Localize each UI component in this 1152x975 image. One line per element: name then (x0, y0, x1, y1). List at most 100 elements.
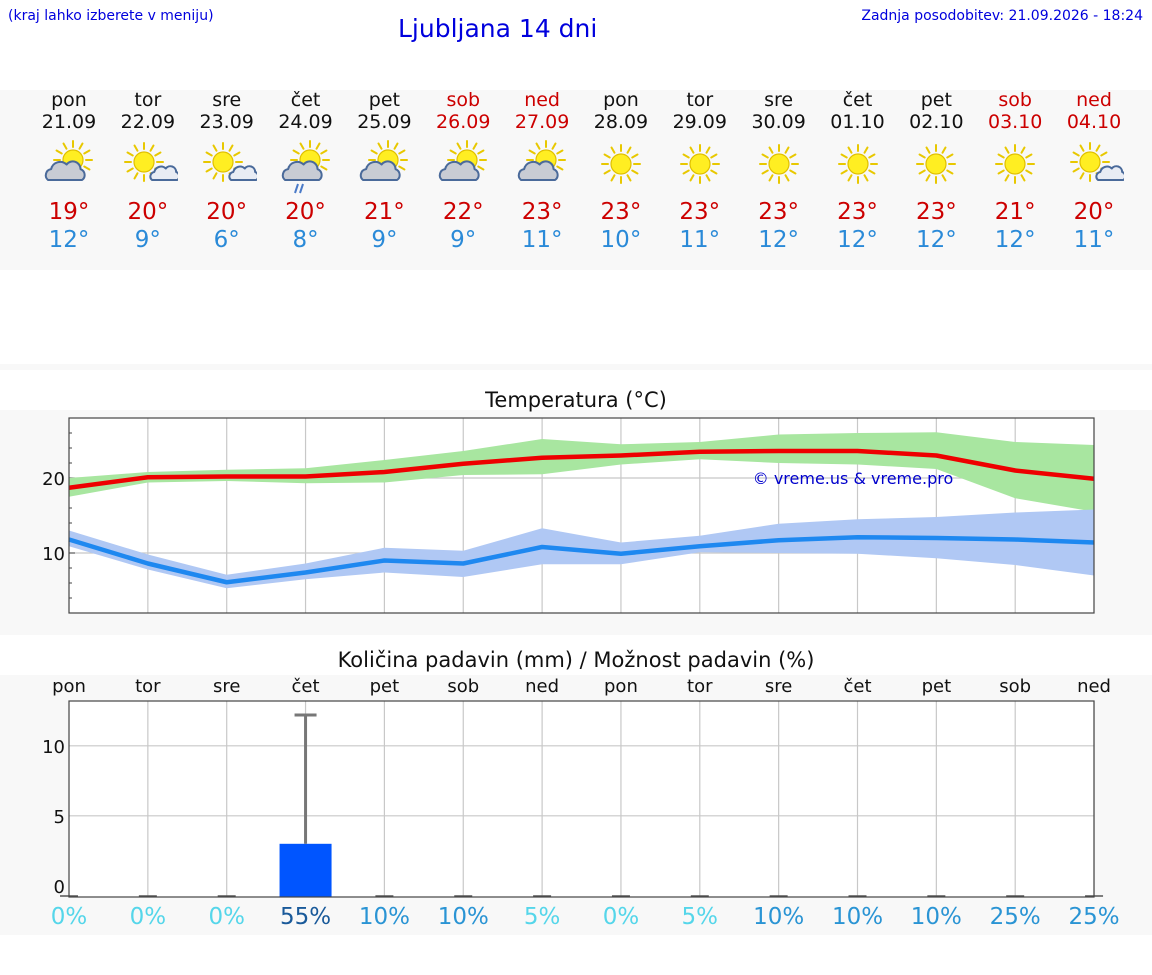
day-date: 01.10 (830, 111, 885, 133)
precip-day-label: pet (921, 676, 952, 697)
day-date: 30.09 (751, 111, 806, 133)
forecast-panel (0, 90, 1152, 270)
day-date: 26.09 (436, 111, 491, 133)
day-name: sre (212, 89, 242, 111)
precip-probability: 10% (831, 904, 884, 930)
min-temp: 12° (837, 227, 878, 253)
day-name: ned (524, 89, 560, 111)
sun-small-cloud-icon (123, 142, 178, 182)
max-temp: 23° (837, 199, 878, 225)
sun-icon (837, 144, 878, 184)
partly-cloudy-icon (517, 140, 567, 181)
precip-day-label: pon (52, 676, 86, 697)
max-temp-line (68, 448, 1095, 490)
min-temp: 11° (1073, 227, 1115, 253)
day-date: 03.10 (987, 111, 1043, 133)
min-temp: 9° (134, 227, 161, 253)
precip-probability: 25% (1068, 904, 1120, 930)
day-name: čet (842, 89, 873, 111)
day-date: 02.10 (909, 111, 964, 133)
precip-probability: 5% (681, 904, 719, 930)
precip-day-label: čet (291, 676, 320, 697)
y-tick-label: 10 (42, 544, 65, 565)
day-date: 27.09 (514, 111, 570, 133)
max-temp: 21° (994, 199, 1036, 225)
last-updated: Zadnja posodobitev: 21.09.2026 - 18:24 (861, 8, 1143, 24)
sun-icon (995, 144, 1036, 184)
precip-probability: 0% (208, 904, 245, 930)
day-name: sob (446, 89, 481, 111)
temperature-chart-title: Temperatura (°C) (485, 388, 667, 412)
sun-icon (916, 144, 957, 184)
precip-day-label: ned (1077, 676, 1111, 697)
y-tick-label: 0 (54, 877, 65, 898)
precip-day-label: pet (369, 676, 400, 697)
precip-day-label: sre (764, 676, 793, 697)
precip-probability: 0% (129, 904, 167, 930)
page-title: Ljubljana 14 dni (398, 14, 598, 43)
plot-area (69, 701, 1094, 897)
precip-bar (279, 843, 332, 897)
day-date: 29.09 (672, 111, 727, 133)
max-temp: 20° (1073, 199, 1115, 225)
day-name: tor (134, 89, 162, 111)
min-temp: 6° (213, 227, 240, 253)
max-temp: 23° (600, 199, 642, 225)
day-name: pon (51, 89, 87, 111)
precip-probability: 10% (437, 904, 489, 930)
day-name: sre (764, 89, 794, 111)
precip-day-label: sob (999, 676, 1032, 697)
day-name: sob (998, 89, 1032, 111)
y-tick-label: 5 (54, 807, 65, 828)
max-temp: 22° (442, 199, 484, 225)
max-temp: 21° (364, 199, 405, 225)
min-temp: 8° (292, 227, 319, 253)
max-temp: 23° (915, 199, 957, 225)
min-temp: 11° (521, 227, 563, 253)
day-name: čet (290, 89, 321, 111)
precip-day-label: sob (447, 676, 480, 697)
precip-day-label: sre (212, 676, 241, 697)
precip-probability: 0% (50, 904, 88, 930)
min-temp: 10° (600, 227, 642, 253)
day-date: 24.09 (278, 111, 333, 133)
y-tick-label: 20 (42, 469, 65, 490)
y-tick-label: 10 (42, 737, 65, 758)
day-name: ned (1076, 89, 1112, 111)
min-temp: 9° (371, 227, 398, 253)
day-date: 28.09 (593, 111, 649, 133)
sun-icon (758, 144, 799, 184)
partly-cloudy-icon (439, 140, 488, 181)
precip-probability: 25% (989, 904, 1041, 930)
day-date: 04.10 (1066, 111, 1122, 133)
min-temp-line (68, 535, 1095, 585)
precip-probability: 0% (602, 904, 640, 930)
day-date: 22.09 (120, 111, 176, 133)
max-temp: 23° (758, 199, 800, 225)
precipitation-chart-title: Količina padavin (mm) / Možnost padavin … (337, 648, 815, 672)
max-temp: 20° (127, 199, 169, 225)
precip-probability: 55% (279, 904, 332, 930)
min-temp: 12° (48, 227, 90, 253)
precip-probability: 10% (753, 904, 805, 930)
partly-cloudy-icon (44, 140, 93, 181)
day-date: 21.09 (41, 111, 97, 133)
precip-day-label: tor (687, 676, 713, 697)
sun-small-cloud-icon (202, 142, 257, 182)
max-temp: 20° (285, 199, 326, 225)
separator-band (0, 364, 1152, 370)
precip-probability: 5% (523, 904, 561, 930)
day-date: 25.09 (357, 111, 412, 133)
day-name: tor (686, 89, 714, 111)
max-temp: 23° (521, 199, 563, 225)
min-temp: 12° (758, 227, 800, 253)
max-temp: 19° (48, 199, 90, 225)
plot-frame (68, 417, 1095, 614)
day-name: pet (920, 89, 952, 111)
max-temp: 20° (206, 199, 248, 225)
max-temp: 23° (679, 199, 721, 225)
location-hint: (kraj lahko izberete v meniju) (8, 8, 214, 24)
sun-small-cloud-icon (1070, 142, 1125, 182)
sun-icon (679, 144, 720, 184)
